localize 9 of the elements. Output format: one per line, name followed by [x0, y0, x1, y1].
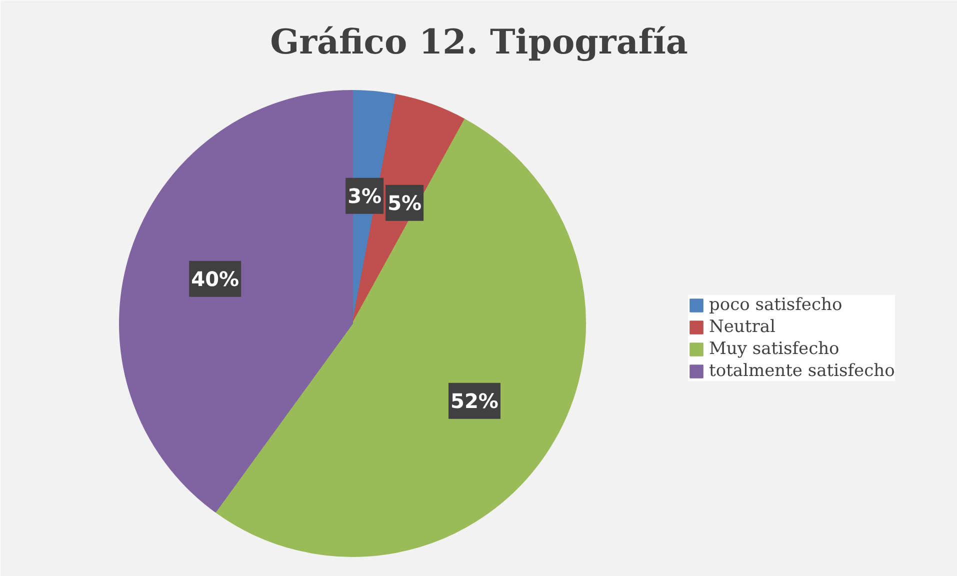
chart-title: Gráfico 12. Tipografía — [270, 22, 688, 62]
data-label: 52% — [450, 388, 498, 413]
data-label: 3% — [348, 184, 382, 208]
data-label: 40% — [191, 266, 240, 291]
legend-label: totalmente satisfecho — [709, 361, 895, 381]
data-label: 5% — [388, 190, 422, 215]
legend-label: poco satisfecho — [709, 295, 842, 315]
legend-label: Neutral — [709, 317, 776, 337]
legend-label: Muy satisfecho — [709, 339, 840, 359]
